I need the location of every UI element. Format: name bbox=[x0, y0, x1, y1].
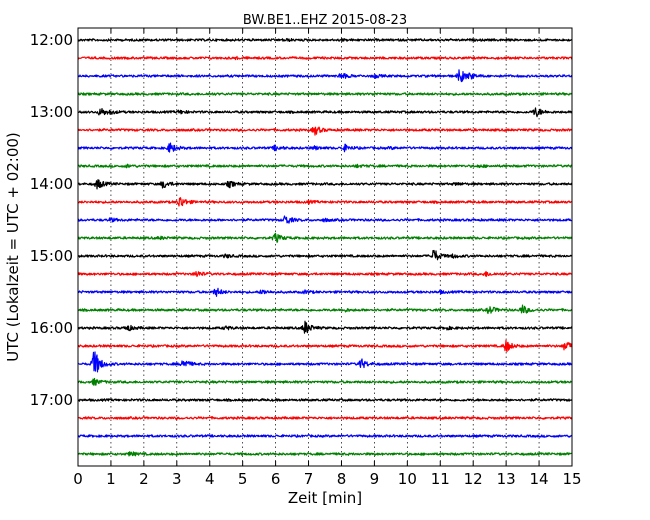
seismogram-trace bbox=[77, 398, 573, 402]
x-tick-label: 10 bbox=[398, 470, 417, 488]
x-tick-label: 7 bbox=[304, 470, 314, 488]
x-tick-label: 3 bbox=[172, 470, 182, 488]
y-axis-ticks: 12:00 13:00 14:00 15:00 16:00 17:00 bbox=[30, 31, 572, 409]
seismogram-trace bbox=[77, 126, 573, 136]
seismogram-trace bbox=[77, 304, 573, 315]
y-tick-label: 13:00 bbox=[30, 103, 73, 121]
seismogram-trace bbox=[77, 287, 573, 297]
x-tick-label: 14 bbox=[530, 470, 549, 488]
y-tick-label: 12:00 bbox=[30, 31, 73, 49]
seismogram-trace bbox=[77, 434, 573, 438]
seismogram-trace bbox=[77, 107, 573, 118]
x-tick-label: 11 bbox=[431, 470, 450, 488]
seismogram-trace bbox=[77, 320, 573, 334]
seismogram-trace bbox=[77, 142, 573, 153]
x-tick-label: 6 bbox=[271, 470, 281, 488]
y-axis-label: UTC (Lokalzeit = UTC + 02:00) bbox=[4, 132, 22, 362]
seismogram-trace bbox=[77, 339, 573, 353]
grid bbox=[110, 28, 540, 466]
seismogram-trace bbox=[77, 179, 573, 190]
x-tick-label: 1 bbox=[106, 470, 116, 488]
y-tick-label: 17:00 bbox=[30, 391, 73, 409]
seismogram-trace bbox=[77, 351, 573, 373]
seismogram-trace bbox=[77, 69, 573, 83]
x-tick-label: 4 bbox=[205, 470, 215, 488]
seismogram-trace bbox=[77, 232, 573, 243]
x-tick-label: 12 bbox=[464, 470, 483, 488]
chart-title: BW.BE1..EHZ 2015-08-23 bbox=[243, 13, 407, 28]
seismogram-trace bbox=[77, 377, 573, 386]
x-tick-label: 5 bbox=[238, 470, 248, 488]
seismogram-trace bbox=[77, 416, 573, 420]
seismogram-trace bbox=[77, 270, 573, 278]
seismogram-trace bbox=[77, 92, 573, 96]
seismogram-trace bbox=[77, 55, 573, 61]
x-tick-label: 9 bbox=[370, 470, 380, 488]
y-tick-label: 15:00 bbox=[30, 247, 73, 265]
plot-frame bbox=[77, 27, 573, 467]
seismogram-trace bbox=[77, 197, 573, 207]
seismogram-trace bbox=[77, 163, 573, 169]
x-axis-label: Zeit [min] bbox=[288, 489, 362, 507]
x-tick-label: 2 bbox=[139, 470, 149, 488]
y-tick-label: 16:00 bbox=[30, 319, 73, 337]
y-tick-label: 14:00 bbox=[30, 175, 73, 193]
seismogram-trace bbox=[77, 249, 573, 261]
seismogram-trace bbox=[77, 451, 573, 457]
seismogram-trace bbox=[77, 215, 573, 224]
traces bbox=[77, 37, 573, 457]
x-tick-label: 15 bbox=[562, 470, 581, 488]
x-tick-label: 13 bbox=[497, 470, 516, 488]
x-tick-label: 0 bbox=[73, 470, 83, 488]
seismogram-trace bbox=[77, 37, 573, 43]
x-tick-label: 8 bbox=[337, 470, 347, 488]
x-axis-ticks: 0 1 2 3 4 5 6 7 8 9 10 11 12 13 14 15 bbox=[73, 28, 582, 488]
